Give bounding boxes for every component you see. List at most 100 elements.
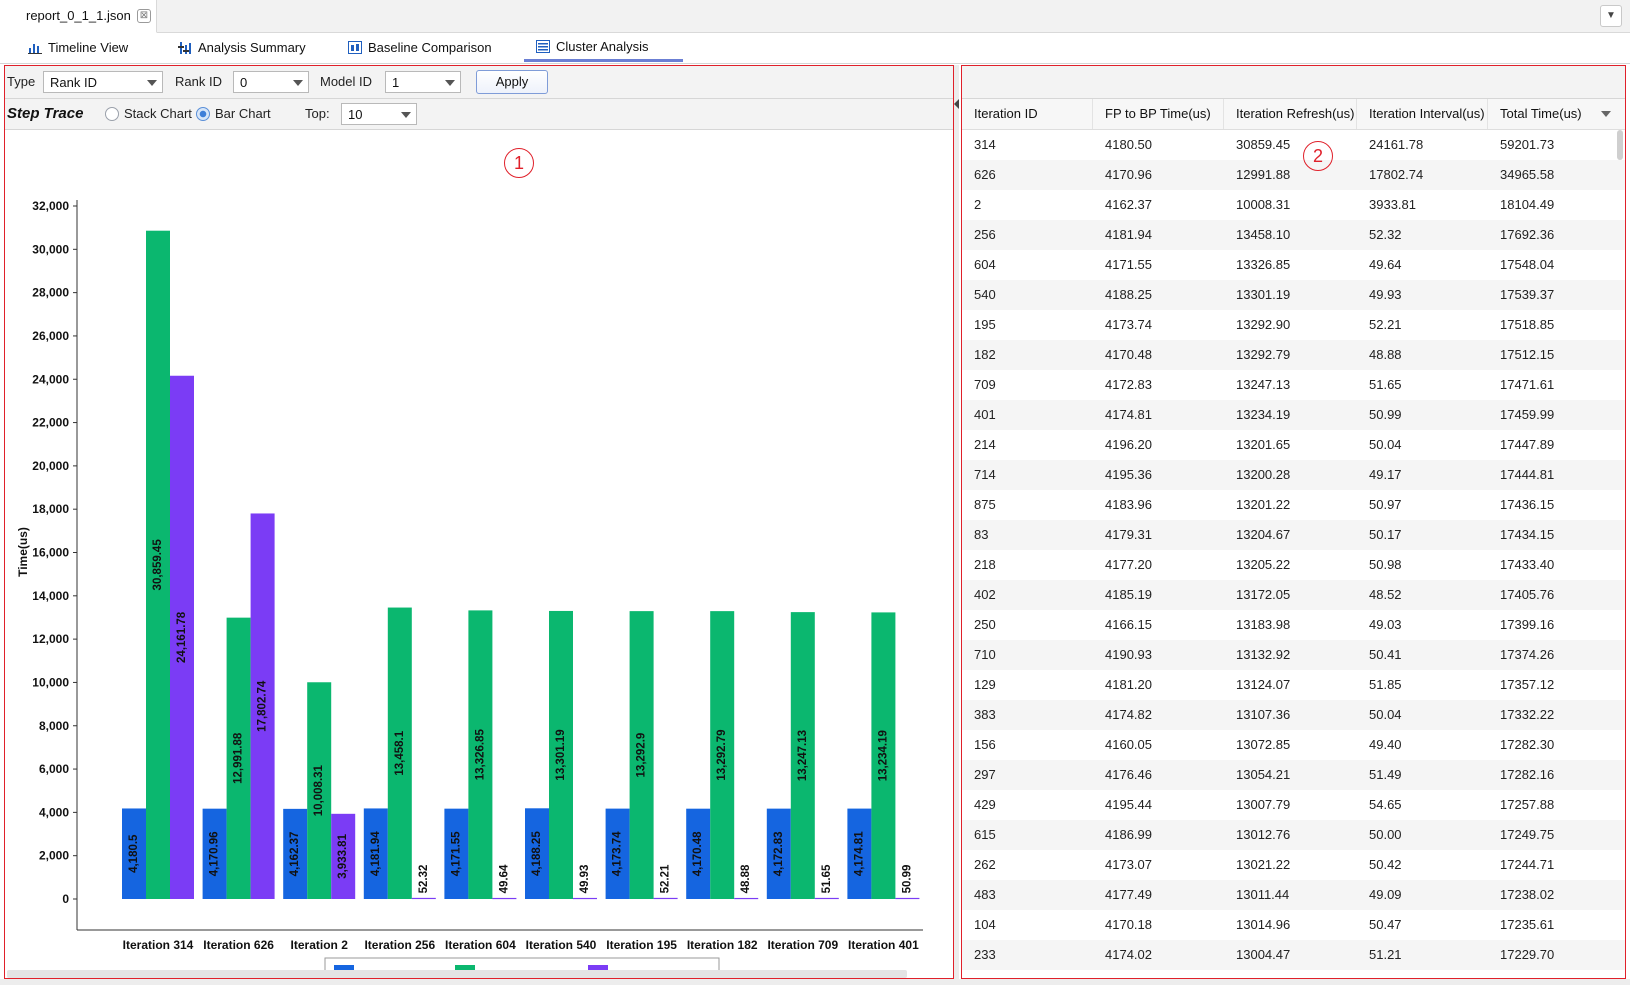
- table-cell: 4170.48: [1105, 347, 1152, 362]
- table-cell: 233: [974, 947, 996, 962]
- tab-cluster-analysis[interactable]: Cluster Analysis: [524, 33, 683, 62]
- model-id-select[interactable]: 1: [385, 71, 461, 93]
- file-tab[interactable]: report_0_1_1.json ⊠: [0, 0, 157, 33]
- stack-chart-radio[interactable]: [105, 107, 119, 121]
- vertical-scrollbar[interactable]: [1617, 130, 1623, 160]
- table-cell: 604: [974, 257, 996, 272]
- table-cell: 49.93: [1369, 287, 1402, 302]
- tab-analysis-summary[interactable]: Analysis Summary: [166, 33, 318, 62]
- bar-value-label: 49.93: [579, 865, 591, 894]
- y-tick-label: 12,000: [32, 632, 69, 646]
- table-cell: 4172.83: [1105, 377, 1152, 392]
- baseline-icon: [348, 41, 362, 54]
- table-row[interactable]: 401 4174.81 13234.19 50.99 17459.99: [962, 400, 1625, 430]
- tab-label: Cluster Analysis: [556, 38, 649, 54]
- table-cell: 34965.58: [1500, 167, 1555, 182]
- table-cell: 48.52: [1369, 587, 1402, 602]
- model-id-label: Model ID: [320, 74, 373, 89]
- panel-splitter[interactable]: [954, 65, 959, 979]
- chevron-down-icon[interactable]: ▼: [1600, 5, 1622, 27]
- table-row[interactable]: 233 4174.02 13004.47 51.21 17229.70: [962, 940, 1625, 970]
- apply-button[interactable]: Apply: [476, 70, 548, 94]
- rank-id-select[interactable]: 0: [233, 71, 309, 93]
- annotation-marker-1: 1: [504, 148, 534, 178]
- y-tick-label: 0: [62, 892, 69, 906]
- table-cell: 297: [974, 767, 996, 782]
- bar-value-label: 4,172.83: [773, 831, 785, 876]
- table-cell: 54.65: [1369, 797, 1402, 812]
- table-row[interactable]: 2 4162.37 10008.31 3933.81 18104.49: [962, 190, 1625, 220]
- close-icon[interactable]: ⊠: [137, 9, 151, 23]
- table-row[interactable]: 402 4185.19 13172.05 48.52 17405.76: [962, 580, 1625, 610]
- collapse-arrow-icon[interactable]: [954, 99, 959, 109]
- tab-timeline-view[interactable]: Timeline View: [16, 33, 140, 62]
- table-row[interactable]: 483 4177.49 13011.44 49.09 17238.02: [962, 880, 1625, 910]
- table-row[interactable]: 710 4190.93 13132.92 50.41 17374.26: [962, 640, 1625, 670]
- type-select[interactable]: Rank ID: [43, 71, 163, 93]
- bar: [871, 612, 896, 899]
- sort-desc-icon[interactable]: [1601, 111, 1611, 117]
- table-row[interactable]: 218 4177.20 13205.22 50.98 17433.40: [962, 550, 1625, 580]
- table-cell: 13014.96: [1236, 917, 1291, 932]
- y-tick-label: 30,000: [32, 242, 69, 256]
- table-cell: 49.40: [1369, 737, 1402, 752]
- column-header-fp-to-bp[interactable]: FP to BP Time(us): [1093, 99, 1224, 129]
- table-row[interactable]: 429 4195.44 13007.79 54.65 17257.88: [962, 790, 1625, 820]
- bar-chart-radio[interactable]: [196, 107, 210, 121]
- table-row[interactable]: 182 4170.48 13292.79 48.88 17512.15: [962, 340, 1625, 370]
- y-tick-label: 16,000: [32, 546, 69, 560]
- column-header-iteration-refresh[interactable]: Iteration Refresh(us): [1224, 99, 1357, 129]
- column-header-iteration-interval[interactable]: Iteration Interval(us): [1357, 99, 1488, 129]
- table-cell: 4174.02: [1105, 947, 1152, 962]
- x-tick-label: Iteration 604: [445, 938, 516, 952]
- table-cell: 10008.31: [1236, 197, 1291, 212]
- table-cell: 49.03: [1369, 617, 1402, 632]
- bar: [549, 610, 573, 899]
- table-cell: 13301.19: [1236, 287, 1291, 302]
- table-cell: 13107.36: [1236, 707, 1291, 722]
- table-row[interactable]: 383 4174.82 13107.36 50.04 17332.22: [962, 700, 1625, 730]
- step-trace-chart: 0 2,000 4,000 6,000 8,000 10,000 12,000 14,000 1…: [5, 130, 953, 978]
- table-cell: 4188.25: [1105, 287, 1152, 302]
- table-row[interactable]: 875 4183.96 13201.22 50.97 17436.15: [962, 490, 1625, 520]
- model-id-select-value: 1: [392, 75, 400, 90]
- bar-value-label: 24,161.78: [176, 611, 188, 663]
- table-row[interactable]: 626 4170.96 12991.88 17802.74 34965.58: [962, 160, 1625, 190]
- table-row[interactable]: 195 4173.74 13292.90 52.21 17518.85: [962, 310, 1625, 340]
- column-header-total-time[interactable]: Total Time(us): [1488, 99, 1625, 129]
- table-row[interactable]: 714 4195.36 13200.28 49.17 17444.81: [962, 460, 1625, 490]
- table-row[interactable]: 104 4170.18 13014.96 50.47 17235.61: [962, 910, 1625, 940]
- table-row[interactable]: 709 4172.83 13247.13 51.65 17471.61: [962, 370, 1625, 400]
- table-cell: 30859.45: [1236, 137, 1291, 152]
- top-n-select[interactable]: 10: [341, 103, 417, 125]
- bar: [710, 611, 735, 899]
- table-row[interactable]: 156 4160.05 13072.85 49.40 17282.30: [962, 730, 1625, 760]
- table-cell: 18104.49: [1500, 197, 1555, 212]
- table-row[interactable]: 214 4196.20 13201.65 50.04 17447.89: [962, 430, 1625, 460]
- table-cell: 50.00: [1369, 827, 1402, 842]
- bar: [734, 897, 759, 900]
- table-row[interactable]: 250 4166.15 13183.98 49.03 17399.16: [962, 610, 1625, 640]
- table-row[interactable]: 540 4188.25 13301.19 49.93 17539.37: [962, 280, 1625, 310]
- table-row[interactable]: 262 4173.07 13021.22 50.42 17244.71: [962, 850, 1625, 880]
- bar: [283, 808, 308, 899]
- table-row[interactable]: 129 4181.20 13124.07 51.85 17357.12: [962, 670, 1625, 700]
- bar: [146, 230, 170, 899]
- table-row[interactable]: 314 4180.50 30859.45 24161.78 59201.73: [962, 130, 1625, 160]
- table-cell: 17548.04: [1500, 257, 1555, 272]
- bar: [202, 808, 227, 899]
- table-row[interactable]: 604 4171.55 13326.85 49.64 17548.04: [962, 250, 1625, 280]
- horizontal-scrollbar[interactable]: [7, 970, 907, 978]
- table-row[interactable]: 256 4181.94 13458.10 52.32 17692.36: [962, 220, 1625, 250]
- table-cell: 314: [974, 137, 996, 152]
- table-row[interactable]: 297 4176.46 13054.21 51.49 17282.16: [962, 760, 1625, 790]
- column-header-iteration-id[interactable]: Iteration ID: [962, 99, 1093, 129]
- table-cell: 17399.16: [1500, 617, 1555, 632]
- table-row[interactable]: 615 4186.99 13012.76 50.00 17249.75: [962, 820, 1625, 850]
- table-row[interactable]: 83 4179.31 13204.67 50.17 17434.15: [962, 520, 1625, 550]
- table-cell: 256: [974, 227, 996, 242]
- bar: [468, 610, 493, 899]
- table-cell: 13204.67: [1236, 527, 1291, 542]
- bar: [307, 682, 332, 899]
- tab-baseline-comparison[interactable]: Baseline Comparison: [336, 33, 504, 62]
